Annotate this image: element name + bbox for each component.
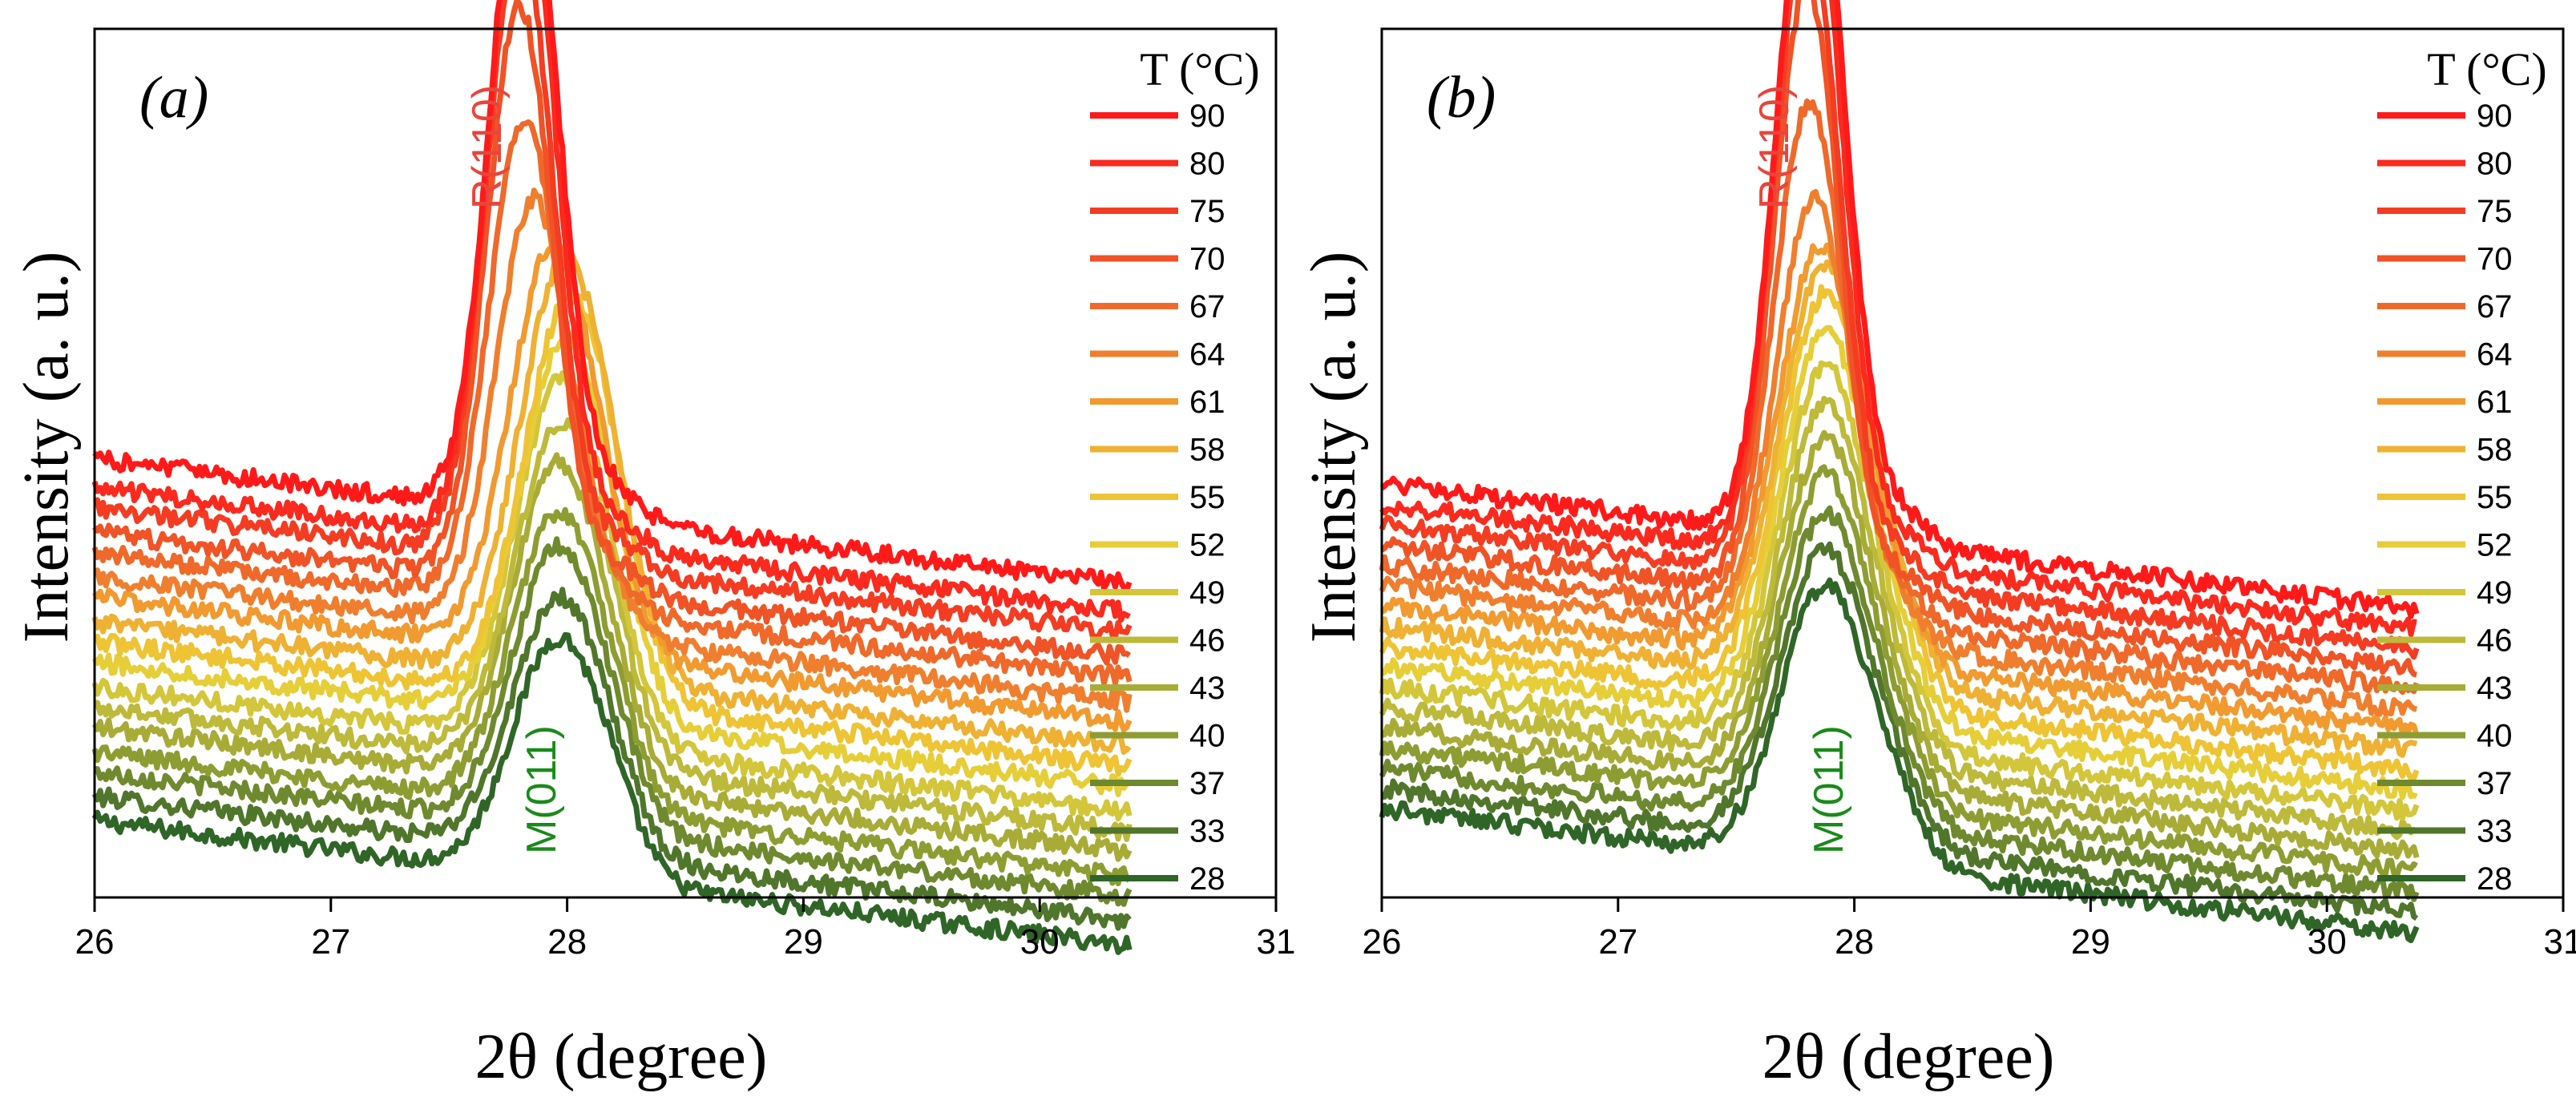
series-line-64	[1379, 188, 2418, 717]
x-tick-label: 29	[2071, 922, 2110, 962]
panel-label: (b)	[1427, 65, 1496, 131]
series-line-90	[1379, 0, 2420, 619]
legend-label-52: 52	[1189, 528, 1225, 563]
chart-panel-a: 26 27 28 29 30 31 2θ (degree) Intensity (a. u.)…	[11, 0, 1295, 1092]
legend-label-40: 40	[1189, 719, 1225, 754]
x-tick-label: 26	[1363, 922, 1402, 962]
x-tick-label: 28	[547, 922, 587, 962]
series-line-28	[91, 631, 1133, 955]
peak-label-r110: R(110)	[464, 85, 511, 209]
legend-label-58: 58	[1189, 433, 1225, 468]
x-tick-label: 27	[311, 922, 350, 962]
x-tick-label: 31	[2544, 922, 2576, 962]
series-line-40	[91, 506, 1132, 886]
legend-label-75: 75	[2477, 194, 2513, 229]
legend-label-33: 33	[2477, 814, 2513, 849]
series-line-75	[92, 0, 1133, 640]
x-tick-label: 30	[1020, 922, 1060, 962]
plot-frame	[93, 27, 1278, 899]
peak-label-m011: M(011)	[1806, 725, 1852, 854]
x-tick-label: 30	[2307, 922, 2347, 962]
y-axis-title: Intensity (a. u.)	[1298, 252, 1369, 643]
series-line-70	[1380, 0, 2417, 678]
chart-panel-b: 26 27 28 29 30 31 2θ (degree) Intensity (a. u.)…	[1298, 0, 2576, 1092]
legend-label-61: 61	[1189, 385, 1225, 420]
series-line-28	[1379, 577, 2420, 944]
legend-title: T (°C)	[1140, 43, 1259, 95]
legend-label-55: 55	[2477, 480, 2513, 515]
series-line-46	[1379, 396, 2418, 841]
legend-title: T (°C)	[2427, 43, 2546, 95]
legend-label-80: 80	[1189, 147, 1225, 182]
x-axis-title: 2θ (degree)	[475, 1022, 768, 1092]
x-tick-label: 26	[75, 922, 115, 962]
series-line-43	[1381, 429, 2420, 860]
x-tick-label: 31	[1257, 922, 1296, 962]
legend-label-90: 90	[2477, 99, 2513, 134]
legend-label-67: 67	[2477, 289, 2513, 325]
series-line-90	[92, 0, 1133, 593]
series-line-58	[1379, 259, 2418, 758]
legend-label-52: 52	[2477, 528, 2513, 563]
legend-label-55: 55	[1189, 480, 1225, 515]
legend-label-64: 64	[2477, 337, 2513, 373]
series-line-49	[91, 370, 1133, 822]
x-tick-label: 27	[1598, 922, 1637, 962]
legend-label-49: 49	[2477, 575, 2513, 611]
series-line-33	[91, 587, 1132, 931]
series-line-33	[1382, 541, 2419, 921]
series-line-58	[91, 248, 1132, 755]
panel-label: (a)	[139, 65, 208, 131]
legend-label-90: 90	[1189, 99, 1225, 134]
legend-label-61: 61	[2477, 385, 2513, 420]
legend-label-28: 28	[1189, 861, 1225, 897]
legend-label-80: 80	[2477, 147, 2513, 182]
legend-label-64: 64	[1189, 337, 1225, 373]
legend-label-46: 46	[2477, 623, 2513, 659]
legend-label-70: 70	[1189, 242, 1225, 277]
legend-label-58: 58	[2477, 433, 2513, 468]
series-line-37	[94, 536, 1133, 907]
legend-label-43: 43	[2477, 671, 2513, 706]
legend-label-43: 43	[1189, 671, 1225, 706]
legend-label-67: 67	[1189, 289, 1225, 325]
series-line-52	[1380, 325, 2418, 800]
legend-label-75: 75	[1189, 194, 1225, 229]
x-tick-label: 28	[1835, 922, 1874, 962]
legend-label-28: 28	[2477, 861, 2513, 897]
legend-label-37: 37	[2477, 766, 2513, 801]
legend-label-70: 70	[2477, 242, 2513, 277]
series-line-37	[1379, 505, 2420, 902]
legend-label-37: 37	[1189, 766, 1225, 801]
series-line-43	[91, 452, 1133, 862]
series-line-80	[91, 0, 1131, 623]
x-tick-label: 29	[784, 922, 823, 962]
x-axis-title: 2θ (degree)	[1762, 1022, 2055, 1092]
y-axis-title: Intensity (a. u.)	[11, 252, 82, 643]
series-line-49	[1379, 360, 2420, 821]
series-line-70	[92, 0, 1132, 666]
legend-label-40: 40	[2477, 719, 2513, 754]
series-line-67	[1379, 98, 2420, 696]
legend-label-33: 33	[1189, 814, 1225, 849]
legend-label-49: 49	[1189, 575, 1225, 611]
series-line-40	[1379, 464, 2419, 879]
series-line-75	[1379, 0, 2420, 660]
peak-label-m011: M(011)	[519, 725, 565, 854]
legend-label-46: 46	[1189, 623, 1225, 659]
peak-label-r110: R(110)	[1751, 85, 1798, 209]
series-line-80	[1379, 0, 2417, 637]
plot-frame	[1380, 27, 2565, 899]
series-line-61	[92, 238, 1133, 733]
